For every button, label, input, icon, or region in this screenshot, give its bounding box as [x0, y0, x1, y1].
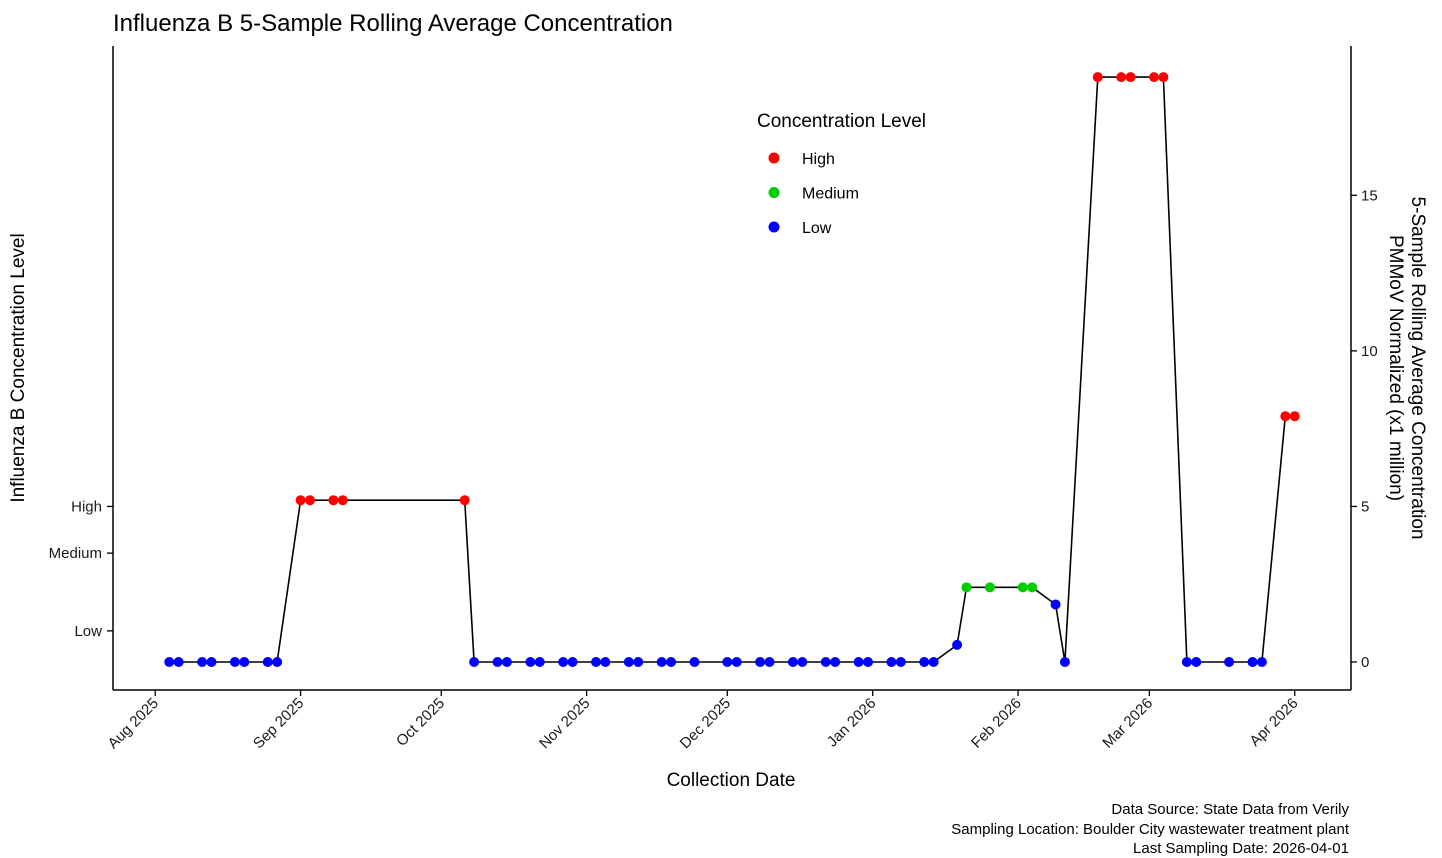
legend-key-high [768, 152, 780, 164]
x-tick-label: Feb 2026 [968, 695, 1025, 752]
data-point-low [919, 657, 930, 667]
data-point-low [567, 657, 578, 667]
data-point-high [459, 495, 470, 506]
data-point-low [164, 657, 175, 667]
data-point-low [229, 657, 240, 667]
right-axis-title-line1: 5-Sample Rolling Average Concentration [1407, 197, 1428, 540]
x-tick-label: Aug 2025 [105, 695, 162, 752]
data-point-medium [1017, 582, 1028, 593]
right-tick-label: 10 [1361, 343, 1378, 360]
data-point-low [1224, 657, 1235, 667]
caption-last-sampling-date: Last Sampling Date: 2026-04-01 [1133, 840, 1349, 857]
data-point-low [1181, 657, 1192, 667]
left-tick-label: Medium [49, 545, 102, 562]
x-tick-label: Sep 2025 [250, 695, 307, 752]
data-point-high [304, 495, 315, 506]
data-point-low [197, 657, 208, 667]
data-point-low [239, 657, 250, 667]
data-point-low [895, 657, 906, 667]
data-point-low [853, 657, 864, 667]
data-point-medium [961, 582, 972, 593]
concentration-line [169, 76, 1295, 663]
left-tick-label: High [71, 498, 102, 515]
caption-data-source: Data Source: State Data from Verily [1111, 801, 1349, 818]
data-point-low [689, 657, 700, 667]
right-tick-label: 0 [1361, 654, 1369, 671]
x-tick-label: Mar 2026 [1099, 695, 1156, 752]
x-tick-label: Oct 2025 [393, 695, 448, 750]
data-point-medium [984, 582, 995, 593]
data-point-low [600, 657, 611, 667]
data-point-low [1050, 599, 1061, 610]
x-tick-label: Apr 2026 [1246, 695, 1301, 750]
data-point-low [666, 657, 677, 667]
legend-label-low: Low [802, 220, 832, 237]
data-point-low [862, 657, 873, 667]
x-tick-label: Dec 2025 [677, 695, 734, 752]
data-point-low [262, 657, 273, 667]
data-point-low [173, 657, 184, 667]
left-tick-label: Low [74, 623, 102, 640]
left-axis-ticks: High Medium Low [49, 498, 113, 640]
legend-label-medium: Medium [802, 186, 859, 203]
x-axis-title: Collection Date [667, 770, 796, 791]
data-point-low [755, 657, 766, 667]
data-point-low [830, 657, 841, 667]
data-point-low [952, 639, 963, 650]
data-point-low [534, 657, 545, 667]
data-point-low [797, 657, 808, 667]
data-point-low [722, 657, 733, 667]
right-tick-label: 5 [1361, 498, 1369, 515]
data-point-low [206, 657, 217, 667]
data-point-high [295, 495, 306, 506]
data-point-low [1256, 657, 1267, 667]
data-point-high [1158, 72, 1169, 83]
data-point-low [1059, 657, 1070, 667]
data-point-high [328, 495, 339, 506]
data-point-low [492, 657, 503, 667]
data-points [164, 72, 1300, 667]
right-tick-label: 15 [1361, 187, 1378, 204]
data-point-low [558, 657, 569, 667]
data-point-low [525, 657, 536, 667]
data-point-low [787, 657, 798, 667]
right-axis-title-line2: PMMoV Normalized (x1 million) [1385, 235, 1406, 501]
right-axis-ticks: 0 5 10 15 [1351, 187, 1378, 671]
data-point-low [469, 657, 480, 667]
x-tick-label: Jan 2026 [824, 695, 880, 751]
data-point-high [1116, 72, 1127, 83]
data-point-low [633, 657, 644, 667]
legend-key-low [768, 221, 780, 233]
data-point-medium [1027, 582, 1038, 593]
data-point-low [886, 657, 897, 667]
data-point-low [1191, 657, 1202, 667]
data-point-low [591, 657, 602, 667]
data-point-high [1149, 72, 1160, 83]
data-point-high [1280, 411, 1291, 422]
legend-key-medium [768, 187, 780, 198]
x-tick-label: Nov 2025 [536, 695, 593, 752]
data-point-high [1092, 72, 1103, 83]
data-point-low [656, 657, 667, 667]
data-point-low [764, 657, 775, 667]
data-point-low [623, 657, 634, 667]
chart-title: Influenza B 5-Sample Rolling Average Con… [113, 10, 673, 37]
data-point-high [1289, 411, 1300, 422]
data-point-low [1247, 657, 1258, 667]
x-axis-ticks: Aug 2025 Sep 2025 Oct 2025 Nov 2025 Dec 2025… [105, 690, 1302, 752]
data-point-low [272, 657, 283, 667]
data-point-low [820, 657, 831, 667]
left-axis-title: Influenza B Concentration Level [8, 233, 29, 502]
data-point-low [928, 657, 939, 667]
legend-label-high: High [802, 151, 835, 168]
caption-sampling-location: Sampling Location: Boulder City wastewat… [951, 821, 1350, 838]
legend-title: Concentration Level [757, 111, 926, 132]
data-point-high [337, 495, 348, 506]
data-point-low [731, 657, 742, 667]
data-point-low [501, 657, 512, 667]
data-point-high [1125, 72, 1136, 83]
legend: Concentration Level High Medium Low [757, 111, 926, 237]
